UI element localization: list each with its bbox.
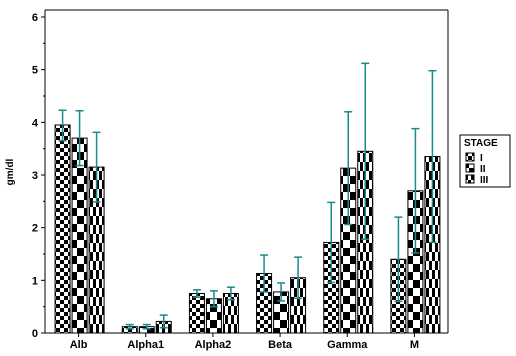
legend-swatch-stage-ii	[465, 163, 475, 173]
legend-label-stage-ii: II	[480, 164, 486, 175]
legend-swatch-stage-iii	[465, 174, 475, 184]
y-axis-label: gm/dl	[5, 158, 16, 185]
legend-swatch-stage-i	[465, 152, 475, 162]
labels-layer: 0 1 2 3 4 5 6 Alb Alpha1 Alpha2 Beta Gamma M	[32, 12, 419, 351]
y-tick-label: 0	[32, 328, 38, 340]
axes	[41, 9, 449, 337]
x-tick-label: Beta	[268, 339, 293, 351]
y-tick-label: 2	[32, 223, 38, 235]
legend-label-stage-iii: III	[480, 175, 489, 186]
x-tick-label: Alpha1	[127, 339, 164, 351]
y-tick-label: 5	[32, 65, 38, 77]
error-bars-layer	[58, 62, 437, 330]
y-tick-label: 6	[32, 12, 38, 24]
legend-label-stage-i: I	[480, 153, 483, 164]
y-tick-label: 4	[32, 117, 39, 129]
x-tick-label: Alpha2	[195, 339, 232, 351]
x-tick-label: Alb	[70, 339, 88, 351]
bar-alb-stage-i	[54, 124, 71, 334]
bar-alb-stage-ii	[71, 137, 88, 334]
bars-layer	[54, 124, 441, 334]
x-tick-label: M	[410, 339, 419, 351]
y-tick-label: 3	[32, 170, 38, 182]
legend-title: STAGE	[464, 138, 498, 149]
y-tick-label: 1	[32, 275, 38, 287]
x-tick-label: Gamma	[327, 339, 368, 351]
bar-alpha2-stage-i	[188, 293, 205, 334]
